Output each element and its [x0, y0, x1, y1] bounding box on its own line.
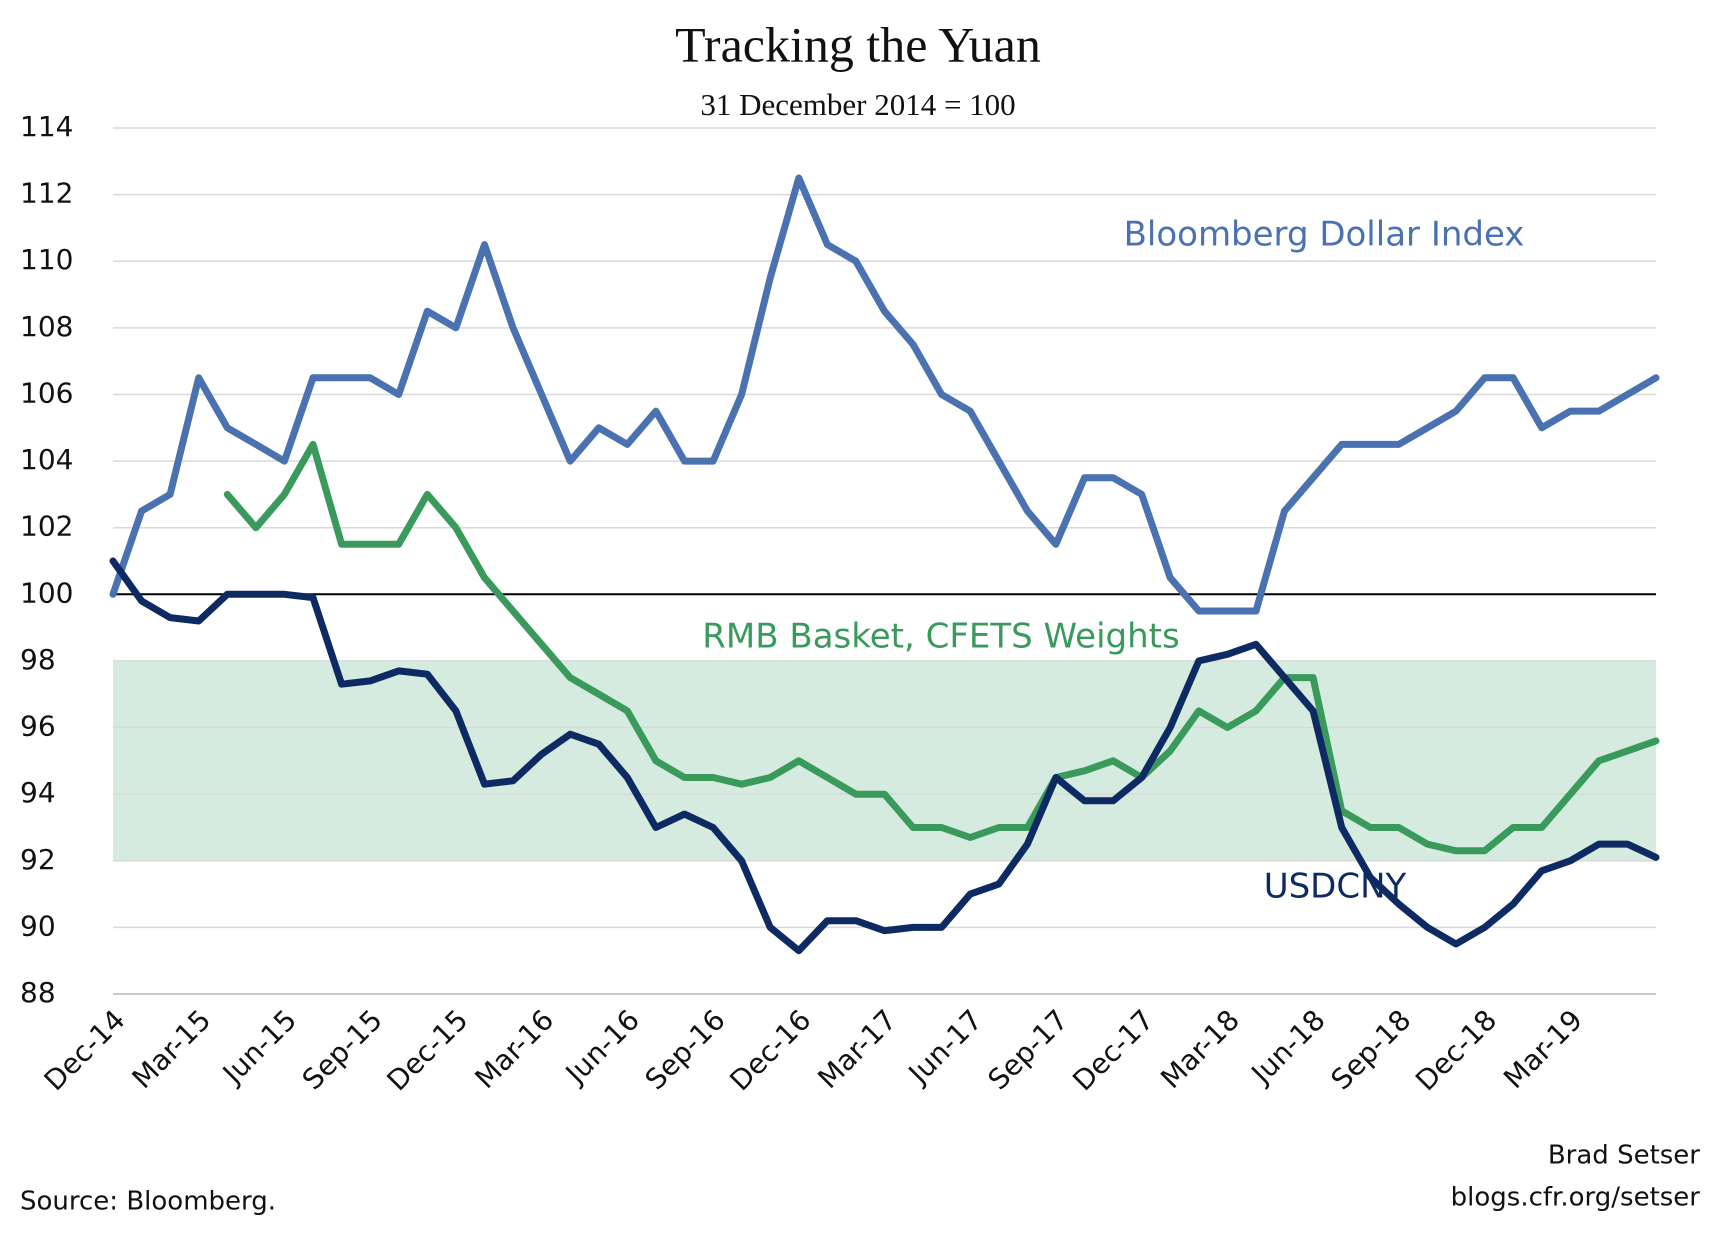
series-label: USDCNY — [1264, 867, 1407, 907]
x-tick-label: Jun-17 — [901, 1003, 989, 1091]
x-tick-label: Mar-18 — [1154, 1003, 1246, 1095]
x-tick-label: Dec-16 — [723, 1003, 817, 1097]
series-line — [109, 557, 1660, 955]
y-tick-label: 102 — [20, 510, 73, 543]
y-tick-label: 96 — [20, 710, 56, 743]
y-tick-label: 92 — [20, 843, 56, 876]
x-tick-label: Mar-15 — [126, 1003, 218, 1095]
y-tick-label: 112 — [20, 177, 73, 210]
x-tick-label: Jun-18 — [1244, 1003, 1332, 1091]
x-tick-label: Jun-16 — [558, 1003, 646, 1091]
x-tick-label: Sep-16 — [639, 1003, 732, 1096]
series-label: RMB Basket, CFETS Weights — [702, 617, 1179, 657]
x-tick-label: Dec-15 — [381, 1003, 475, 1097]
plot-area: 88 90 92 94 96 98 100 102 104 106 108 110 112 114 Dec-… — [20, 110, 1660, 1097]
chart-title: Tracking the Yuan — [675, 16, 1041, 72]
y-tick-label: 98 — [20, 643, 56, 676]
y-tick-label: 106 — [20, 376, 73, 409]
credit: Brad Setser — [1548, 1141, 1700, 1171]
y-tick-label: 104 — [20, 443, 73, 476]
x-tick-label: Mar-16 — [468, 1003, 560, 1095]
x-tick-label: Dec-18 — [1409, 1003, 1503, 1097]
shaded-band — [113, 660, 1656, 861]
credit: blogs.cfr.org/setser — [1451, 1183, 1701, 1213]
y-tick-label: 100 — [20, 576, 73, 609]
y-tick-label: 110 — [20, 243, 73, 276]
x-tick-label: Sep-18 — [1324, 1003, 1417, 1096]
x-tick-label: Jun-15 — [215, 1003, 303, 1091]
series-line — [109, 174, 1660, 615]
x-tick-label: Sep-15 — [296, 1003, 389, 1096]
y-tick-label: 94 — [20, 776, 56, 809]
series-label: Bloomberg Dollar Index — [1124, 215, 1525, 255]
y-tick-label: 90 — [20, 909, 56, 942]
x-tick-label: Sep-17 — [982, 1003, 1075, 1096]
source-note: Source: Bloomberg. — [20, 1187, 276, 1217]
y-tick-label: 108 — [20, 310, 73, 343]
x-tick-label: Mar-19 — [1497, 1003, 1589, 1095]
y-tick-label: 114 — [20, 110, 73, 143]
y-tick-label: 88 — [20, 976, 56, 1009]
x-tick-label: Dec-17 — [1066, 1003, 1160, 1097]
x-tick-label: Mar-17 — [811, 1003, 903, 1095]
series-line — [223, 440, 1660, 855]
x-tick-label: Dec-14 — [38, 1003, 132, 1097]
chart-subtitle: 31 December 2014 = 100 — [700, 87, 1015, 122]
